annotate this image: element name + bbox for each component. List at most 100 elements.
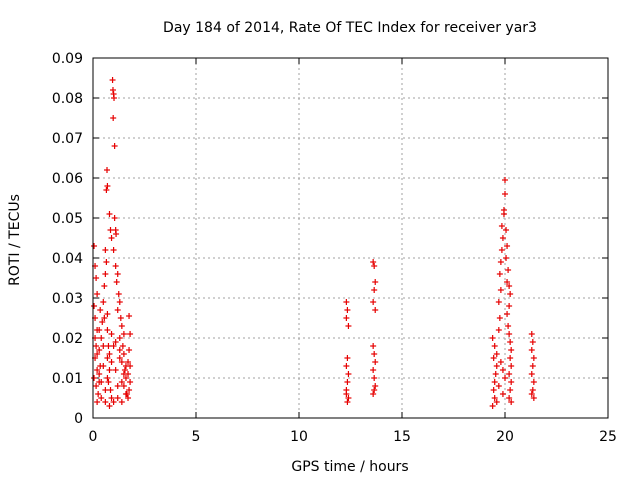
- data-point: [489, 403, 496, 409]
- data-point: [529, 387, 536, 393]
- data-point: [499, 235, 506, 241]
- data-point: [491, 395, 498, 401]
- data-point: [495, 327, 502, 333]
- data-point: [105, 379, 112, 385]
- data-point: [112, 339, 119, 345]
- data-point: [101, 315, 108, 321]
- data-point: [105, 343, 112, 349]
- data-point: [106, 351, 113, 357]
- data-point: [110, 343, 117, 349]
- data-point: [528, 391, 535, 397]
- data-point: [493, 399, 500, 405]
- data-point: [491, 343, 498, 349]
- data-point: [109, 77, 116, 83]
- data-point: [370, 367, 377, 373]
- data-point: [529, 339, 536, 345]
- data-point: [372, 383, 379, 389]
- data-point: [109, 87, 116, 93]
- data-point: [506, 303, 513, 309]
- data-point: [370, 259, 377, 265]
- data-point: [107, 387, 114, 393]
- data-point: [502, 191, 508, 197]
- data-point: [505, 323, 512, 329]
- data-point: [497, 259, 504, 265]
- data-point: [104, 167, 111, 173]
- data-point: [113, 279, 120, 285]
- data-point: [490, 387, 497, 393]
- data-point: [507, 387, 514, 393]
- data-point: [496, 315, 503, 321]
- data-point: [504, 279, 511, 285]
- data-point: [343, 299, 350, 305]
- data-point: [507, 291, 514, 297]
- data-point: [110, 399, 117, 405]
- data-point: [345, 395, 352, 401]
- data-point: [104, 183, 111, 189]
- y-tick-label: 0.07: [52, 131, 83, 147]
- data-point: [125, 395, 132, 401]
- data-point: [530, 395, 537, 401]
- data-point: [108, 359, 115, 365]
- x-tick-label: 20: [496, 429, 514, 445]
- data-point: [344, 399, 351, 405]
- data-point: [97, 307, 104, 313]
- data-point: [120, 351, 127, 357]
- data-point: [118, 379, 125, 385]
- data-point: [502, 375, 508, 381]
- data-point: [344, 379, 351, 385]
- data-point: [112, 367, 119, 373]
- data-point: [115, 291, 122, 297]
- data-point: [98, 335, 105, 341]
- y-tick-label: 0.03: [52, 291, 83, 307]
- data-point: [490, 355, 497, 361]
- data-point: [528, 371, 535, 377]
- y-tick-label: 0.02: [52, 331, 83, 347]
- data-point: [503, 227, 510, 233]
- data-point: [345, 371, 352, 377]
- data-point: [94, 351, 101, 357]
- data-point: [116, 335, 123, 341]
- data-point: [371, 387, 378, 393]
- data-point: [114, 307, 121, 313]
- data-point: [506, 283, 513, 289]
- data-point: [100, 299, 107, 305]
- data-point: [506, 371, 513, 377]
- data-point: [98, 379, 105, 385]
- data-point: [127, 331, 134, 337]
- data-point: [372, 307, 379, 313]
- data-point: [101, 283, 108, 289]
- data-point: [114, 383, 121, 389]
- data-point: [122, 363, 129, 369]
- data-point: [108, 331, 115, 337]
- data-point: [93, 275, 100, 281]
- data-point: [489, 335, 496, 341]
- data-point: [504, 243, 511, 249]
- data-point: [507, 339, 514, 345]
- data-point: [112, 263, 119, 269]
- data-point: [94, 291, 101, 297]
- data-point: [106, 367, 113, 373]
- data-point: [505, 267, 512, 273]
- data-point: [114, 271, 121, 277]
- data-point: [108, 235, 115, 241]
- data-point: [508, 399, 515, 405]
- data-point: [122, 391, 129, 397]
- data-point: [495, 383, 502, 389]
- axis-ticks: [92, 57, 609, 419]
- data-point: [499, 367, 506, 373]
- data-point: [528, 347, 535, 353]
- data-point: [102, 387, 109, 393]
- chart-title: Day 184 of 2014, Rate Of TEC Index for r…: [163, 20, 537, 36]
- data-point: [503, 255, 510, 261]
- data-point: [497, 287, 504, 293]
- data-point: [120, 371, 127, 377]
- data-point: [529, 363, 536, 369]
- data-point: [371, 351, 378, 357]
- y-tick-label: 0: [74, 411, 83, 427]
- data-point: [118, 323, 125, 329]
- data-point: [106, 403, 113, 409]
- data-point: [117, 315, 124, 321]
- y-tick-label: 0.04: [52, 251, 83, 267]
- data-point: [497, 359, 504, 365]
- data-point: [343, 363, 350, 369]
